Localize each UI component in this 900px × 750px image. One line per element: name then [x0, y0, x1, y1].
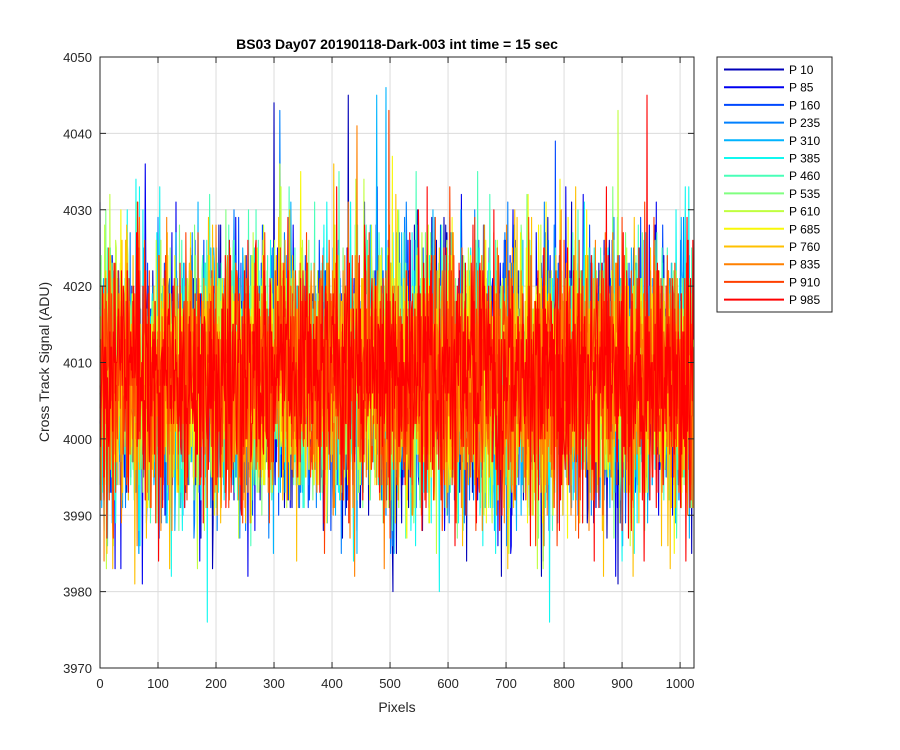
y-tick-label: 4030 — [63, 203, 92, 218]
legend: P 10 P 85 P 160 P 235 P 310 P 385 P 460 P 535 P … — [716, 56, 833, 313]
legend-label: P 460 — [789, 169, 820, 183]
legend-label: P 160 — [789, 98, 820, 112]
legend-label: P 760 — [789, 240, 820, 254]
y-tick-label: 4020 — [63, 279, 92, 294]
legend-box — [716, 56, 833, 313]
legend-label: P 835 — [789, 258, 820, 272]
y-tick-label: 4040 — [63, 126, 92, 141]
y-axis-ticks: 3970 3980 3990 4000 4010 4020 4030 4040 4050 — [63, 50, 694, 676]
legend-label: P 10 — [789, 63, 814, 77]
series-line-p-985 — [99, 94, 694, 562]
x-axis-ticks: 0 100 200 300 400 500 600 700 800 900 1000 — [96, 57, 695, 691]
x-tick-label: 700 — [495, 676, 517, 691]
y-tick-label: 3970 — [63, 661, 92, 676]
legend-label: P 85 — [789, 81, 814, 95]
legend-label: P 535 — [789, 187, 820, 201]
x-tick-label: 200 — [205, 676, 227, 691]
legend-label: P 985 — [789, 293, 820, 307]
x-axis-label: Pixels — [378, 699, 415, 715]
x-tick-label: 900 — [611, 676, 633, 691]
y-tick-label: 4000 — [63, 432, 92, 447]
x-tick-label: 500 — [379, 676, 401, 691]
x-tick-label: 600 — [437, 676, 459, 691]
plot-area: 0 100 200 300 400 500 600 700 800 900 1000 3970 398… — [63, 50, 694, 691]
legend-label: P 235 — [789, 116, 820, 130]
y-tick-label: 4050 — [63, 50, 92, 65]
y-tick-label: 3980 — [63, 585, 92, 600]
x-tick-label: 1000 — [666, 676, 695, 691]
series-lines — [99, 87, 694, 623]
legend-label: P 685 — [789, 222, 820, 236]
y-axis-label: Cross Track Signal (ADU) — [36, 282, 52, 442]
legend-label: P 610 — [789, 205, 820, 219]
x-tick-label: 800 — [553, 676, 575, 691]
y-tick-label: 4010 — [63, 356, 92, 371]
x-tick-label: 100 — [147, 676, 169, 691]
legend-entries: P 10 P 85 P 160 P 235 P 310 P 385 P 460 P 535 P … — [724, 63, 820, 307]
x-tick-label: 0 — [96, 676, 103, 691]
legend-label: P 310 — [789, 134, 820, 148]
legend-label: P 385 — [789, 152, 820, 166]
chart-title: BS03 Day07 20190118-Dark-003 int time = … — [236, 36, 558, 52]
legend-label: P 910 — [789, 275, 820, 289]
y-tick-label: 3990 — [63, 508, 92, 523]
x-tick-label: 300 — [263, 676, 285, 691]
x-tick-label: 400 — [321, 676, 343, 691]
